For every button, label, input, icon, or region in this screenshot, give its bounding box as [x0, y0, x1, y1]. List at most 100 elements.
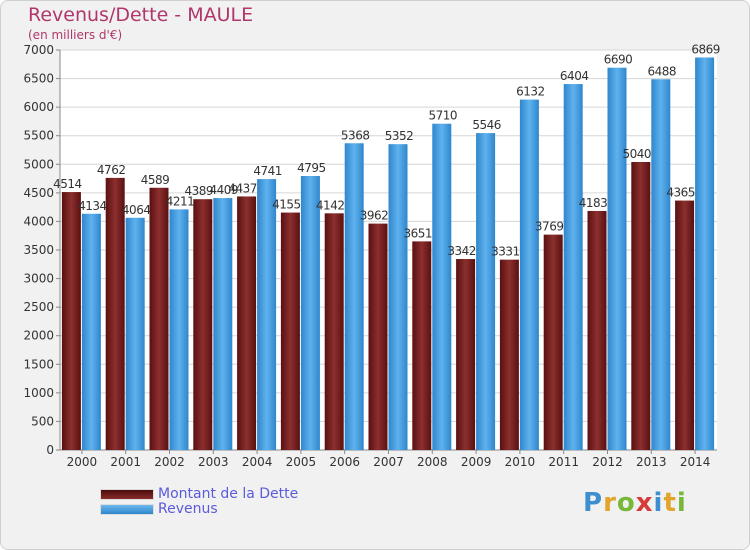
bar-dette — [61, 192, 81, 451]
bar-dette — [499, 259, 519, 450]
bar-dette — [324, 213, 344, 450]
data-label-dette: 4155 — [272, 198, 301, 212]
bar-revenus — [563, 84, 583, 451]
data-label-dette: 4514 — [53, 177, 82, 191]
chart-title: Revenus/Dette - MAULE — [28, 4, 254, 26]
data-label-revenus: 6869 — [691, 42, 720, 56]
chart-subtitle: (en milliers d'€) — [28, 28, 123, 42]
data-label-revenus: 5352 — [385, 129, 414, 143]
y-tick-label: 6000 — [23, 100, 54, 114]
bar-dette — [412, 241, 432, 450]
bar-dette — [193, 199, 213, 450]
y-tick-label: 5500 — [23, 129, 54, 143]
x-tick-label: 2008 — [417, 455, 448, 469]
x-tick-label: 2009 — [461, 455, 492, 469]
x-tick-label: 2010 — [505, 455, 536, 469]
y-tick-label: 6500 — [23, 72, 54, 86]
x-tick-label: 2006 — [329, 455, 360, 469]
bar-revenus — [344, 143, 364, 450]
bar-dette — [149, 187, 169, 450]
data-label-dette: 4142 — [316, 198, 345, 212]
data-label-dette: 4762 — [97, 163, 126, 177]
legend-label-revenus: Revenus — [158, 501, 218, 517]
bar-dette — [543, 234, 563, 450]
legend-swatch-dette — [100, 488, 154, 500]
bar-revenus — [607, 67, 627, 450]
data-label-dette: 4589 — [141, 173, 170, 187]
data-label-revenus: 6690 — [604, 53, 633, 67]
x-tick-label: 2013 — [636, 455, 667, 469]
bar-dette — [280, 212, 300, 450]
bar-revenus — [169, 209, 189, 450]
y-tick-label: 0 — [46, 443, 54, 457]
x-tick-label: 2011 — [548, 455, 579, 469]
x-tick-label: 2005 — [286, 455, 317, 469]
data-label-dette: 3651 — [404, 226, 433, 240]
bar-revenus — [432, 123, 452, 450]
bar-dette — [456, 259, 476, 450]
y-tick-label: 1000 — [23, 386, 54, 400]
x-tick-label: 2014 — [680, 455, 711, 469]
data-label-revenus: 6404 — [560, 69, 589, 83]
bar-dette — [237, 196, 257, 450]
data-label-dette: 4437 — [228, 181, 257, 195]
y-tick-label: 2000 — [23, 329, 54, 343]
bar-revenus — [125, 217, 145, 450]
x-tick-label: 2012 — [592, 455, 623, 469]
data-label-dette: 3769 — [535, 220, 564, 234]
y-tick-label: 3000 — [23, 272, 54, 286]
bar-revenus — [388, 144, 408, 450]
data-label-revenus: 4211 — [166, 194, 195, 208]
data-label-revenus: 4134 — [78, 199, 107, 213]
y-tick-label: 3500 — [23, 243, 54, 257]
data-label-revenus: 4795 — [297, 161, 326, 175]
data-label-dette: 3962 — [360, 209, 389, 223]
data-label-dette: 4365 — [666, 186, 695, 200]
proxiti-logo: Proxiti — [583, 488, 687, 518]
bar-revenus — [519, 99, 539, 450]
bar-revenus — [300, 176, 320, 450]
bar-dette — [587, 210, 607, 450]
y-tick-label: 1500 — [23, 357, 54, 371]
bar-dette — [368, 223, 388, 450]
y-tick-label: 4500 — [23, 186, 54, 200]
legend-label-dette: Montant de la Dette — [158, 486, 299, 502]
data-label-revenus: 5710 — [429, 109, 458, 123]
bar-revenus — [257, 179, 277, 451]
bar-revenus — [695, 57, 715, 450]
data-label-dette: 3342 — [447, 244, 476, 258]
bar-revenus — [651, 79, 671, 450]
bar-revenus — [476, 133, 496, 451]
data-label-revenus: 5546 — [472, 118, 501, 132]
x-tick-label: 2004 — [242, 455, 273, 469]
legend-swatch-revenus — [100, 503, 154, 515]
data-label-revenus: 6488 — [648, 64, 677, 78]
x-tick-label: 2000 — [67, 455, 98, 469]
legend-item-revenus: Revenus — [100, 500, 218, 518]
bar-dette — [675, 200, 695, 450]
data-label-revenus: 6132 — [516, 85, 545, 99]
y-tick-label: 2500 — [23, 300, 54, 314]
y-tick-label: 5000 — [23, 157, 54, 171]
x-tick-label: 2003 — [198, 455, 229, 469]
legend-item-dette: Montant de la Dette — [100, 485, 298, 503]
x-tick-label: 2002 — [154, 455, 185, 469]
data-label-revenus: 4741 — [253, 164, 282, 178]
data-label-revenus: 4064 — [122, 203, 151, 217]
bar-revenus — [213, 198, 233, 450]
x-tick-label: 2001 — [110, 455, 141, 469]
data-label-dette: 5040 — [623, 147, 652, 161]
y-tick-label: 4000 — [23, 214, 54, 228]
data-label-revenus: 5368 — [341, 128, 370, 142]
bar-dette — [105, 177, 125, 450]
data-label-dette: 4389 — [185, 184, 214, 198]
y-tick-label: 500 — [31, 414, 54, 428]
data-label-dette: 4183 — [579, 196, 608, 210]
x-tick-label: 2007 — [373, 455, 404, 469]
bar-dette — [631, 162, 651, 450]
data-label-dette: 3331 — [491, 245, 520, 259]
bar-revenus — [81, 213, 101, 450]
data-label-revenus: 4409 — [210, 183, 239, 197]
y-tick-label: 7000 — [23, 43, 54, 57]
